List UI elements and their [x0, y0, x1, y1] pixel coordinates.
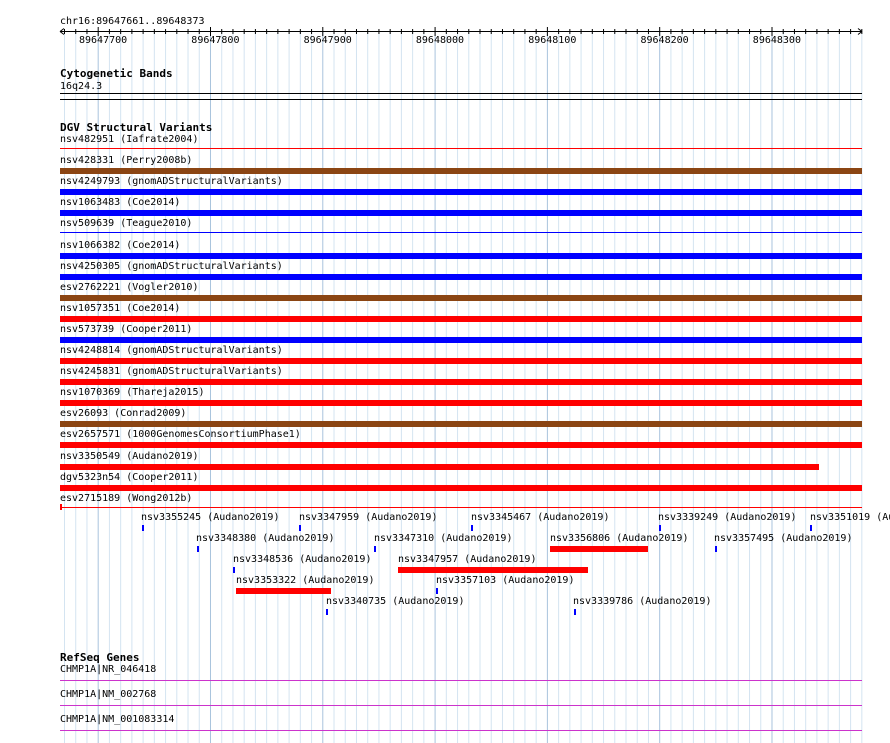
- locus-label: chr16:89647661..89648373: [60, 16, 205, 27]
- dgv-feature-bar[interactable]: [60, 315, 862, 322]
- refseq-gene-intron-line[interactable]: [60, 705, 862, 706]
- dgv-feature-label[interactable]: nsv482951 (Iafrate2004): [60, 134, 199, 145]
- dgv-small-feature-bar[interactable]: [550, 546, 648, 552]
- dgv-track-title[interactable]: DGV Structural Variants: [60, 121, 213, 134]
- dgv-feature-bar[interactable]: [60, 400, 862, 407]
- dgv-feature-bar[interactable]: [60, 484, 862, 491]
- ruler-left-arrow: [59, 28, 65, 35]
- cytoband-track-title[interactable]: Cytogenetic Bands: [60, 67, 173, 80]
- dgv-feature-label[interactable]: nsv4245831 (gnomADStructuralVariants): [60, 366, 283, 378]
- dgv-small-feature-bar[interactable]: [233, 567, 235, 573]
- cytoband-label[interactable]: 16q24.3: [60, 81, 103, 92]
- refseq-gene-label[interactable]: CHMP1A|NM_002768: [60, 689, 157, 700]
- dgv-small-feature-label[interactable]: nsv3353322 (Audano2019): [236, 575, 375, 586]
- dgv-small-feature-label[interactable]: nsv3348380 (Audano2019): [196, 533, 335, 544]
- dgv-feature-label[interactable]: dgv5323n54 (Cooper2011): [60, 471, 199, 483]
- dgv-small-feature-label[interactable]: nsv3348536 (Audano2019): [233, 554, 372, 565]
- dgv-feature-bar[interactable]: [60, 189, 862, 196]
- dgv-feature-bar[interactable]: [60, 379, 862, 386]
- dgv-feature-label[interactable]: nsv1057351 (Coe2014): [60, 302, 181, 314]
- dgv-feature-bar[interactable]: [60, 294, 862, 301]
- dgv-small-feature-label[interactable]: nsv3356806 (Audano2019): [550, 533, 689, 544]
- dgv-feature-bar[interactable]: [60, 252, 862, 259]
- dgv-small-feature-label[interactable]: nsv3357495 (Audano2019): [714, 533, 853, 544]
- dgv-small-feature-label[interactable]: nsv3340735 (Audano2019): [326, 596, 465, 607]
- dgv-feature-label[interactable]: esv2715189 (Wong2012b): [60, 492, 193, 504]
- dgv-small-feature-label[interactable]: nsv3351019 (Au: [810, 512, 890, 523]
- dgv-small-feature-label[interactable]: nsv3339249 (Audano2019): [658, 512, 797, 523]
- refseq-track-title[interactable]: RefSeq Genes: [60, 651, 140, 664]
- ruler-right-arrow: [857, 28, 863, 35]
- dgv-feature-bar[interactable]: [60, 232, 862, 234]
- dgv-feature-bar[interactable]: [60, 442, 862, 449]
- ruler-tick-label: 89647800: [191, 35, 240, 46]
- dgv-feature-label[interactable]: esv2657571 (1000GenomesConsortiumPhase1): [60, 429, 301, 441]
- dgv-feature-label[interactable]: nsv1066382 (Coe2014): [60, 239, 181, 251]
- dgv-small-feature-bar[interactable]: [436, 588, 438, 594]
- dgv-feature-label[interactable]: nsv3350549 (Audano2019): [60, 450, 199, 462]
- dgv-small-feature-bar[interactable]: [326, 609, 328, 615]
- dgv-small-feature-bar[interactable]: [197, 546, 199, 552]
- ruler-tick-label: 89648300: [752, 35, 801, 46]
- cytoband-line-bottom: [60, 99, 862, 100]
- dgv-feature-bar[interactable]: [60, 273, 862, 280]
- cytoband-line-top: [60, 93, 862, 94]
- dgv-small-feature-bar[interactable]: [715, 546, 717, 552]
- dgv-feature-label[interactable]: esv26093 (Conrad2009): [60, 408, 187, 420]
- refseq-gene-label[interactable]: CHMP1A|NR_046418: [60, 664, 157, 675]
- dgv-feature-bar[interactable]: [60, 421, 862, 428]
- dgv-small-feature-bar[interactable]: [299, 525, 301, 531]
- dgv-small-feature-label[interactable]: nsv3347310 (Audano2019): [374, 533, 513, 544]
- dgv-small-feature-bar[interactable]: [574, 609, 576, 615]
- dgv-small-feature-bar[interactable]: [471, 525, 473, 531]
- dgv-small-feature-bar[interactable]: [398, 567, 588, 573]
- dgv-feature-bar[interactable]: [60, 463, 819, 470]
- dgv-feature-label[interactable]: nsv1070369 (Thareja2015): [60, 387, 205, 399]
- dgv-feature-bar[interactable]: [60, 358, 862, 364]
- ruler-tick-label: 89647900: [303, 35, 352, 46]
- dgv-small-feature-label[interactable]: nsv3355245 (Audano2019): [141, 512, 280, 523]
- dgv-small-feature-bar[interactable]: [236, 588, 331, 594]
- dgv-feature-bar[interactable]: [60, 336, 862, 343]
- dgv-feature-bar[interactable]: [60, 168, 862, 175]
- refseq-gene-intron-line[interactable]: [60, 730, 862, 731]
- dgv-small-feature-bar[interactable]: [810, 525, 812, 531]
- dgv-small-feature-label[interactable]: nsv3339786 (Audano2019): [573, 596, 712, 607]
- refseq-gene-intron-line[interactable]: [60, 680, 862, 681]
- dgv-small-feature-bar[interactable]: [659, 525, 661, 531]
- ruler-tick-label: 89647700: [79, 35, 128, 46]
- dgv-small-feature-label[interactable]: nsv3357103 (Audano2019): [436, 575, 575, 586]
- dgv-feature-label[interactable]: nsv428331 (Perry2008b): [60, 155, 193, 167]
- dgv-feature-label[interactable]: nsv509639 (Teague2010): [60, 218, 193, 230]
- dgv-feature-label[interactable]: nsv1063483 (Coe2014): [60, 197, 181, 209]
- dgv-feature-label[interactable]: nsv4250305 (gnomADStructuralVariants): [60, 260, 283, 272]
- dgv-feature-bar[interactable]: [60, 148, 862, 149]
- dgv-feature-bar[interactable]: [60, 210, 862, 217]
- dgv-feature-bar[interactable]: [60, 506, 862, 508]
- ruler-tick-label: 89648000: [415, 35, 465, 46]
- dgv-feature-stub[interactable]: [60, 504, 62, 510]
- dgv-small-feature-bar[interactable]: [142, 525, 144, 531]
- ruler-tick-label: 89648200: [640, 35, 689, 46]
- refseq-gene-label[interactable]: CHMP1A|NM_001083314: [60, 714, 175, 725]
- dgv-small-feature-label[interactable]: nsv3347957 (Audano2019): [398, 554, 537, 565]
- dgv-feature-label[interactable]: nsv4249793 (gnomADStructuralVariants): [60, 176, 283, 188]
- ruler-tick-label: 89648100: [528, 35, 577, 46]
- dgv-feature-label[interactable]: nsv4248814 (gnomADStructuralVariants): [60, 345, 283, 356]
- dgv-small-feature-label[interactable]: nsv3347959 (Audano2019): [299, 512, 438, 523]
- dgv-small-feature-label[interactable]: nsv3345467 (Audano2019): [471, 512, 610, 523]
- dgv-feature-label[interactable]: nsv573739 (Cooper2011): [60, 323, 193, 335]
- dgv-small-feature-bar[interactable]: [374, 546, 376, 552]
- dgv-feature-label[interactable]: esv2762221 (Vogler2010): [60, 281, 199, 293]
